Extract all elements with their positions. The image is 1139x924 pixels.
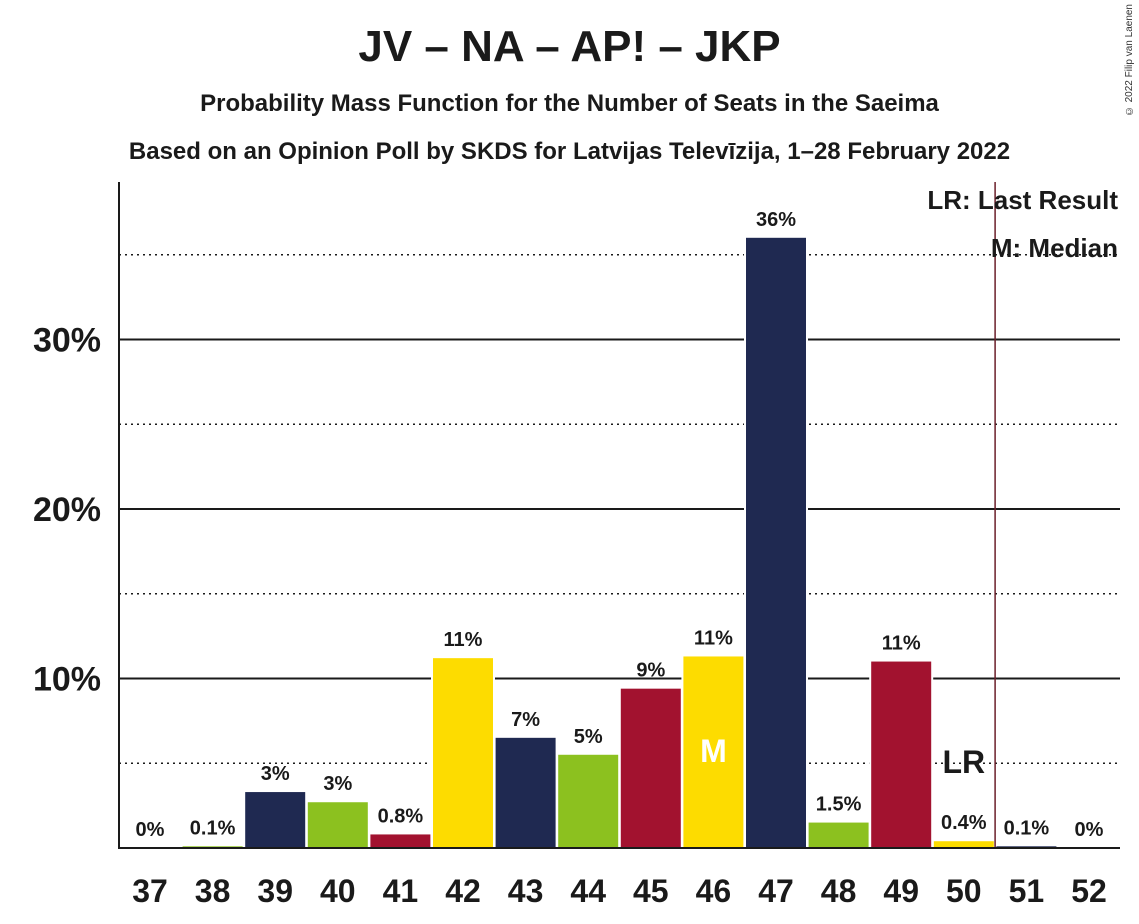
x-tick-label: 47 xyxy=(758,873,794,909)
bar xyxy=(808,822,869,848)
x-tick-label: 39 xyxy=(257,873,293,909)
x-tick-label: 37 xyxy=(132,873,168,909)
bar-value-label: 11% xyxy=(882,633,921,655)
bar xyxy=(307,802,368,848)
x-tick-label: 49 xyxy=(883,873,919,909)
bar-value-label: 11% xyxy=(444,629,483,651)
y-tick-label: 10% xyxy=(33,661,101,699)
bar-gap xyxy=(180,844,245,848)
bar xyxy=(433,658,493,848)
bar-value-label: 7% xyxy=(511,709,540,731)
bar xyxy=(933,841,994,848)
x-tick-label: 38 xyxy=(195,873,231,909)
bar xyxy=(746,237,806,849)
chart-title: JV – NA – AP! – JKP xyxy=(358,22,781,71)
bar-value-label: 36% xyxy=(756,209,796,231)
markers: M LR xyxy=(700,182,996,848)
last-result-marker: LR xyxy=(942,744,985,780)
chart-subtitle: Probability Mass Function for the Number… xyxy=(200,90,939,117)
bar-value-label: 0.1% xyxy=(1004,817,1050,839)
bar-value-label: 11% xyxy=(694,627,733,649)
y-tick-label: 20% xyxy=(33,491,101,529)
x-tick-label: 51 xyxy=(1009,873,1045,909)
bar xyxy=(495,737,556,848)
x-tick-label: 43 xyxy=(508,873,544,909)
bar-value-label: 0% xyxy=(1075,819,1104,841)
bar-value-label: 3% xyxy=(261,763,290,785)
bar-value-label: 3% xyxy=(323,773,352,795)
x-tick-label: 41 xyxy=(383,873,419,909)
x-tick-label: 45 xyxy=(633,873,669,909)
bar xyxy=(871,661,932,848)
chart-subtitle-source: Based on an Opinion Poll by SKDS for Lat… xyxy=(128,138,1011,165)
bar xyxy=(683,656,744,848)
median-marker: M xyxy=(700,733,727,769)
legend-median: M: Median xyxy=(991,233,1118,263)
bar xyxy=(620,688,681,848)
grid-lines xyxy=(119,254,1120,764)
x-tick-label: 46 xyxy=(696,873,732,909)
bar xyxy=(558,754,619,848)
x-tick-label: 42 xyxy=(445,873,481,909)
bar-value-label: 9% xyxy=(636,660,665,682)
bar-value-label: 0.4% xyxy=(941,812,987,834)
x-axis-ticks: 37 38 39 40 41 42 43 44 45 46 47 48 49 50 51 52 xyxy=(132,873,1107,909)
x-tick-label: 44 xyxy=(570,873,606,909)
bar-value-label: 0.8% xyxy=(378,805,424,827)
x-tick-label: 50 xyxy=(946,873,982,909)
x-tick-label: 52 xyxy=(1071,873,1107,909)
bar-value-label: 0% xyxy=(136,819,165,841)
legend-last-result: LR: Last Result xyxy=(927,185,1118,215)
bar-value-label: 0.1% xyxy=(190,817,236,839)
y-tick-label: 30% xyxy=(33,322,101,360)
bar-value-label: 1.5% xyxy=(816,794,862,816)
bar-gap xyxy=(994,844,1059,848)
y-axis-ticks: 10% 20% 30% xyxy=(33,322,101,699)
bar xyxy=(370,834,431,848)
x-tick-label: 40 xyxy=(320,873,356,909)
bars xyxy=(180,235,1059,849)
bar xyxy=(245,792,306,848)
bar-labels: 0% 0.1% 3% 3% 0.8% 11% 7% 5% 9% 11% 36% 1.5% 11% 0.4%… xyxy=(136,209,1104,841)
bar-value-label: 5% xyxy=(574,726,603,748)
x-tick-label: 48 xyxy=(821,873,857,909)
